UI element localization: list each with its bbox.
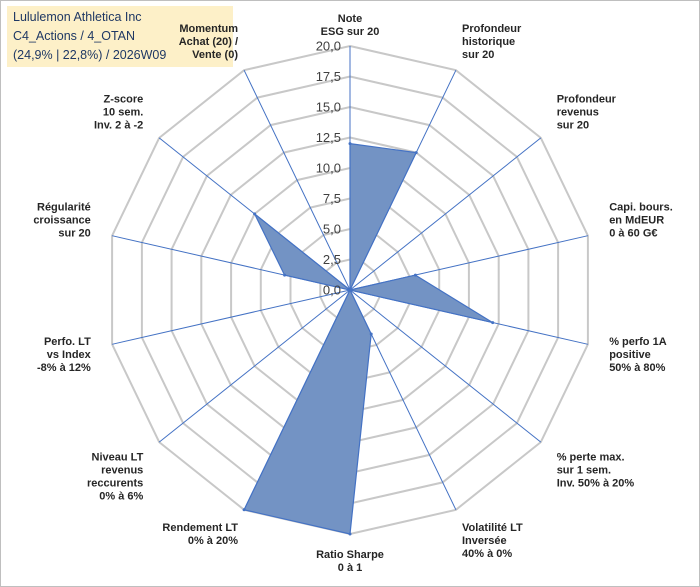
axis-label-line: Perfo. LT: [44, 336, 91, 348]
axis-label-line: sur 1 sem.: [557, 464, 611, 476]
axis-label-line: Volatilité LT: [462, 522, 523, 534]
tick-label: 12,5: [316, 130, 341, 145]
axis-label-line: sur 20: [557, 120, 589, 132]
data-point: [348, 288, 352, 292]
axis-spoke: [111, 289, 351, 345]
axis-label-line: croissance: [33, 214, 90, 226]
axis-label-line: sur 20: [58, 227, 90, 239]
data-point: [414, 151, 418, 155]
axis-label-line: Inv. 2 à -2: [94, 120, 143, 132]
axis-label-line: Vente (0): [192, 49, 238, 61]
axis-label-line: revenus: [557, 107, 599, 119]
tick-label: 20,0: [316, 39, 341, 54]
axis-label: Rendement LT0% à 20%: [162, 522, 238, 547]
axis-label-line: Profondeur: [462, 23, 522, 35]
axis-spoke: [349, 289, 542, 443]
axis-label-line: Z-score: [104, 94, 144, 106]
data-point: [491, 321, 495, 325]
series-area: [243, 142, 494, 535]
axis-label-line: 0 à 60 G€: [609, 227, 657, 239]
axis-label-line: -8% à 12%: [37, 362, 91, 374]
tick-label: 5,0: [323, 222, 341, 237]
axis-label-line: 10 sem.: [103, 107, 143, 119]
axis-label-line: historique: [462, 36, 515, 48]
axis-label-line: Inversée: [462, 535, 507, 547]
axis-label-line: Régularité: [37, 201, 91, 213]
axis-spoke: [349, 137, 542, 291]
axis-label-line: vs Index: [47, 349, 92, 361]
axis-label-line: Capi. bours.: [609, 201, 673, 213]
axis-label-line: Achat (20) /: [179, 36, 238, 48]
axis-label-line: 0% à 20%: [188, 535, 238, 547]
data-point: [348, 532, 352, 536]
axis-label-line: 50% à 80%: [609, 362, 665, 374]
data-point: [253, 212, 257, 216]
chart-title-box: Lululemon Athletica Inc C4_Actions / 4_O…: [7, 6, 233, 67]
title-company: Lululemon Athletica Inc: [13, 10, 142, 24]
axis-label-line: Ratio Sharpe: [316, 549, 384, 561]
axis-label-line: Inv. 50% à 20%: [557, 477, 635, 489]
axis-label-line: Rendement LT: [162, 522, 238, 534]
axis-label-line: en MdEUR: [609, 214, 664, 226]
data-point: [413, 273, 417, 277]
axis-label-line: % perte max.: [557, 451, 625, 463]
axis-label-line: 40% à 0%: [462, 548, 512, 560]
axis-label-line: 0 à 1: [338, 562, 362, 574]
tick-label: 15,0: [316, 100, 341, 115]
title-category: C4_Actions / 4_OTAN: [13, 29, 136, 43]
axis-label-line: 0% à 6%: [99, 490, 143, 502]
axis-spoke: [243, 69, 351, 291]
axis-label-line: positive: [609, 349, 651, 361]
axis-label-line: ESG sur 20: [321, 26, 380, 38]
axis-label-line: reccurents: [87, 477, 143, 489]
axis-label-line: Momentum: [179, 23, 238, 35]
axis-spoke: [158, 289, 351, 443]
data-point: [369, 332, 373, 336]
axis-label-line: Niveau LT: [92, 451, 144, 463]
tick-label: 2,5: [323, 252, 341, 267]
axis-label-line: % perfo 1A: [609, 336, 667, 348]
data-point: [283, 273, 287, 277]
tick-label: 7,5: [323, 191, 341, 206]
tick-label: 17,5: [316, 69, 341, 84]
data-point: [348, 142, 352, 146]
axis-label-line: revenus: [101, 464, 143, 476]
tick-label: 0,0: [323, 283, 341, 298]
axis-label-line: Note: [338, 13, 362, 25]
axis-label-line: Profondeur: [557, 94, 617, 106]
tick-label: 10,0: [316, 161, 341, 176]
axis-label-line: sur 20: [462, 49, 494, 61]
title-stats: (24,9% | 22,8%) / 2026W09: [13, 48, 167, 62]
axis-label: % perte max.sur 1 sem.Inv. 50% à 20%: [557, 451, 635, 489]
data-point: [242, 508, 246, 512]
